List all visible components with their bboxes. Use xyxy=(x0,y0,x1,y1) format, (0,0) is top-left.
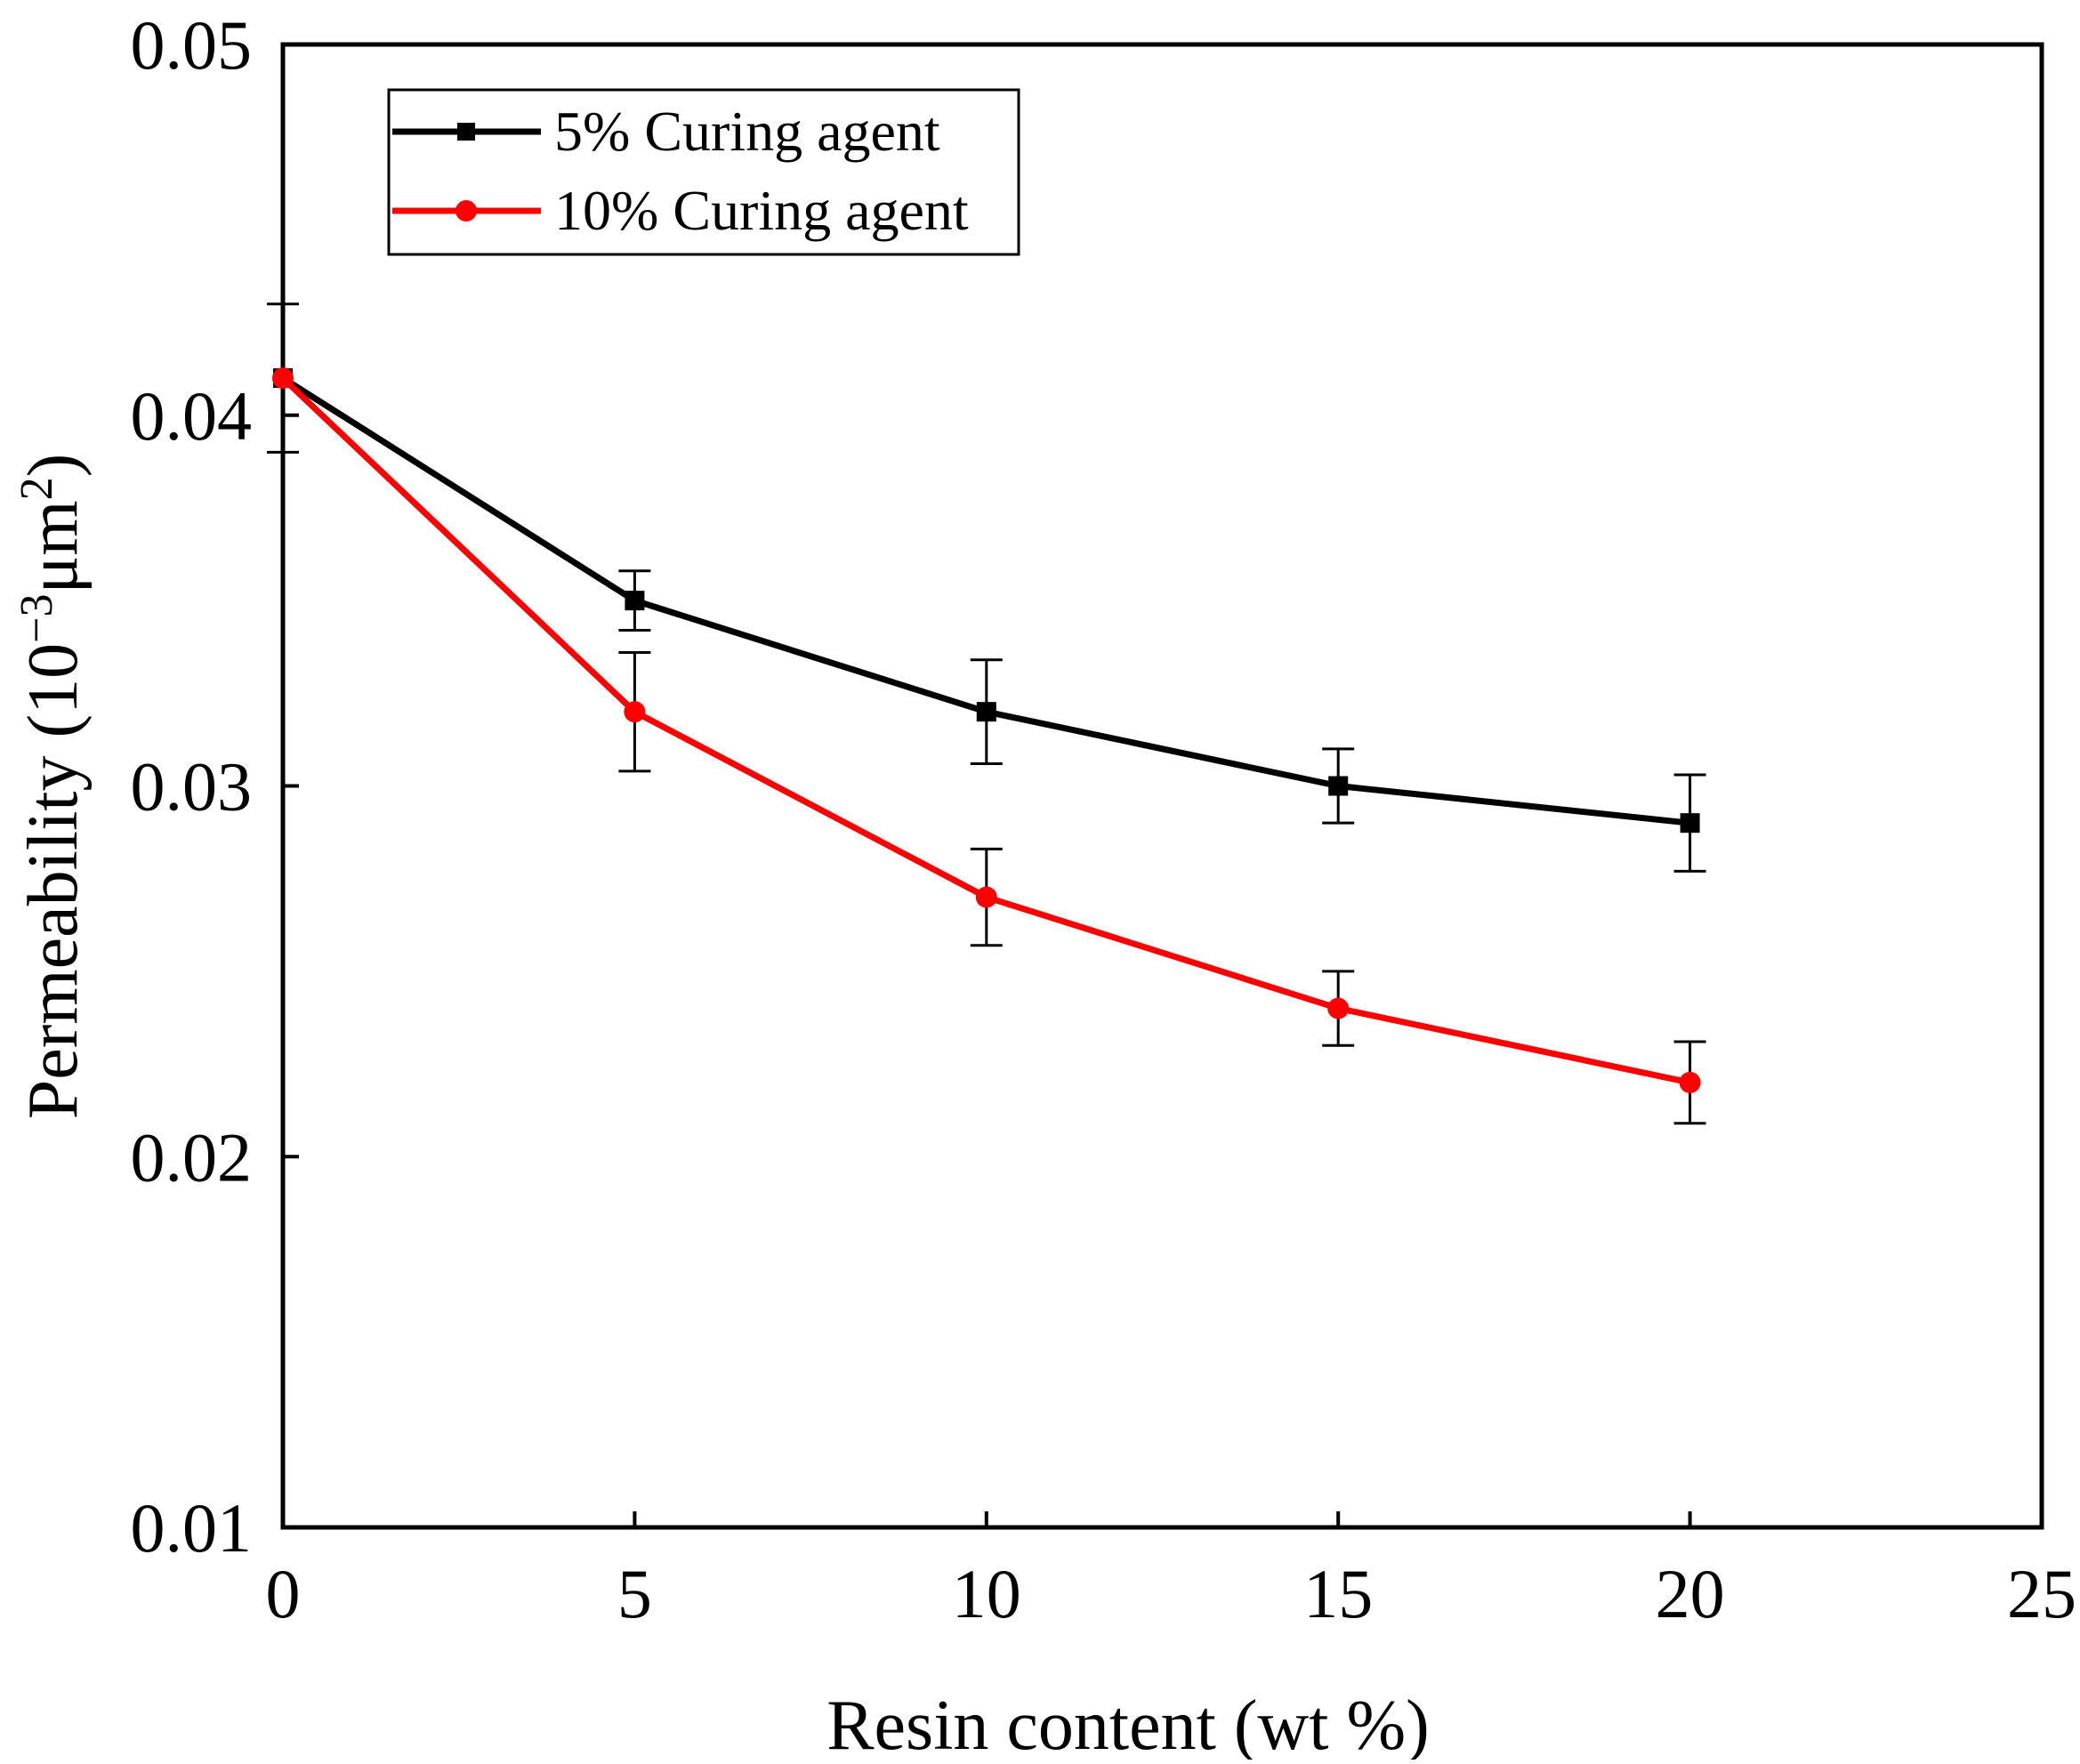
y-axis-title-exp2: 2 xyxy=(12,477,62,500)
x-axis: 0 5 10 15 20 25 xyxy=(266,1511,2076,1632)
series-layer xyxy=(267,302,1706,1125)
legend: 5% Curing agent 10% Curing agent xyxy=(387,88,1020,256)
y-tick-label: 0.02 xyxy=(131,1118,253,1196)
y-tick-label: 0.01 xyxy=(131,1489,253,1567)
data-point-circle xyxy=(624,701,646,723)
y-axis-title-exp1: −3 xyxy=(12,594,62,643)
data-point-square xyxy=(625,591,645,611)
y-axis-title-end: ) xyxy=(14,454,93,478)
y-tick-label: 0.03 xyxy=(131,748,253,826)
plot-frame xyxy=(280,42,2044,1530)
x-tick-label: 5 xyxy=(617,1555,652,1632)
data-point-square xyxy=(976,702,996,722)
legend-marker-circle xyxy=(456,200,477,222)
data-point-circle xyxy=(1327,997,1350,1019)
y-axis-title-main: Permeability (10 xyxy=(14,643,93,1119)
legend-label-10pct: 10% Curing agent xyxy=(554,179,969,242)
y-axis-title-unit: μm xyxy=(14,500,93,593)
y-tick-label: 0.05 xyxy=(131,6,253,84)
y-tick-label: 0.04 xyxy=(131,377,253,455)
x-tick-label: 15 xyxy=(1303,1555,1373,1632)
data-point-circle xyxy=(272,367,294,390)
x-tick-label: 0 xyxy=(266,1555,301,1632)
data-point-circle xyxy=(1679,1071,1701,1093)
y-axis-title: Permeability (10−3μm2) xyxy=(12,454,93,1120)
legend-label-5pct: 5% Curing agent xyxy=(554,100,940,163)
data-point-square xyxy=(1680,813,1700,834)
x-tick-label: 20 xyxy=(1656,1555,1725,1632)
legend-box xyxy=(387,88,1020,256)
data-point-circle xyxy=(975,886,997,908)
x-axis-title: Resin content (wt %) xyxy=(826,1687,1430,1760)
data-point-square xyxy=(1328,776,1349,796)
y-axis: 0.01 0.02 0.03 0.04 0.05 xyxy=(131,6,299,1567)
x-tick-label: 25 xyxy=(2007,1555,2076,1632)
x-tick-label: 10 xyxy=(952,1555,1021,1632)
legend-marker-square xyxy=(457,123,475,141)
